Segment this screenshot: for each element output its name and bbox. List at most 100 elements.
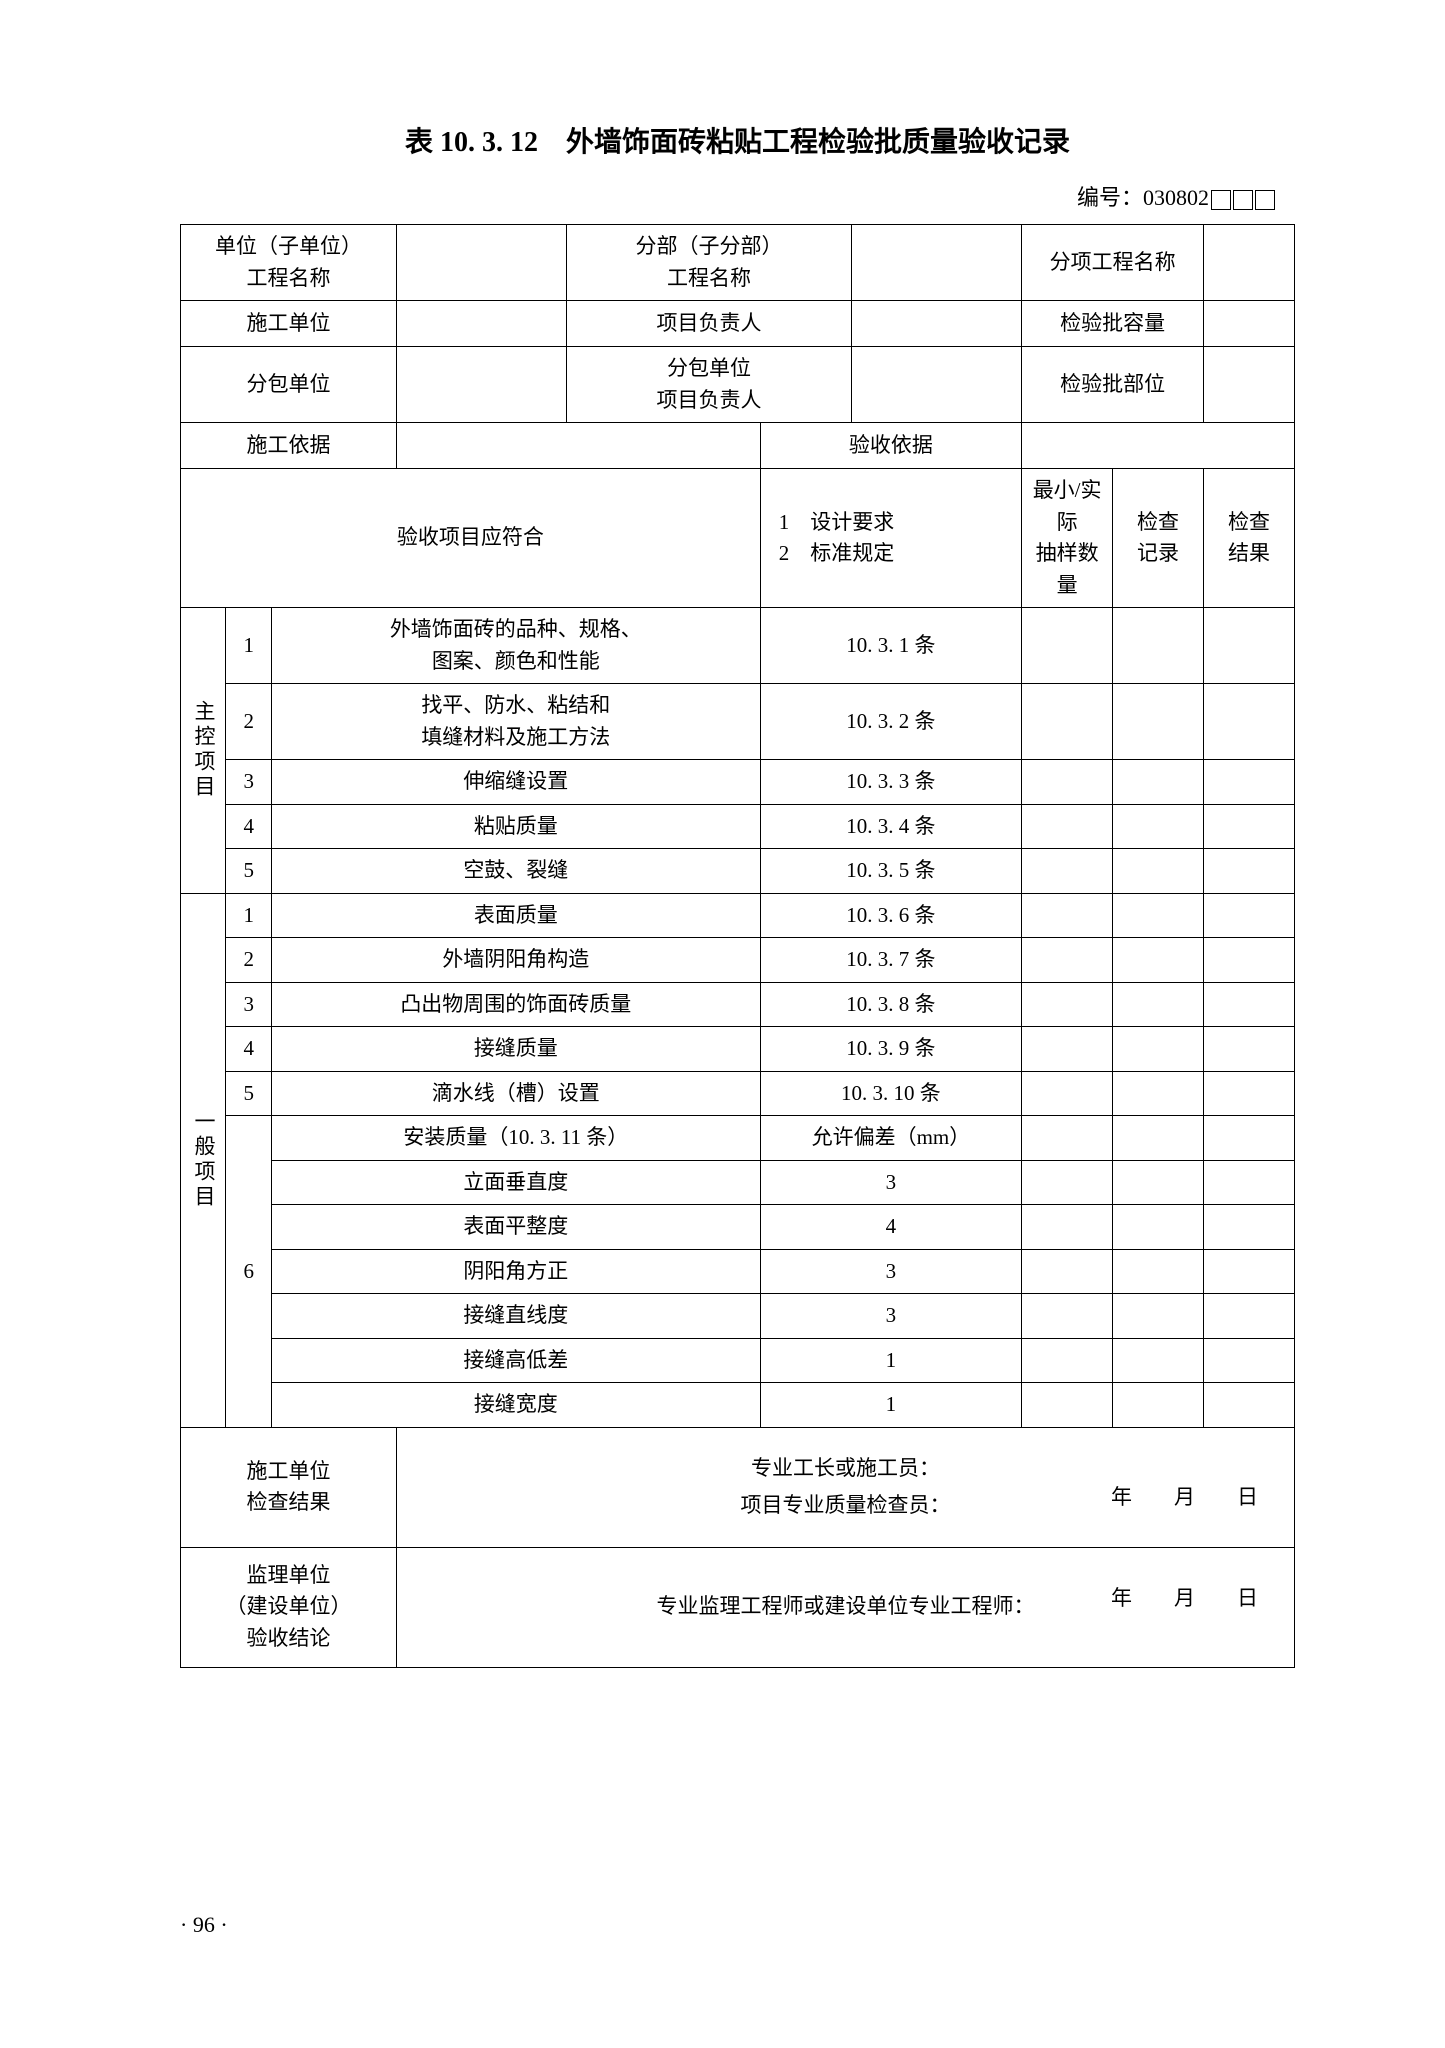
sig2-line1: 专业监理工程师或建设单位专业工程师：: [656, 1591, 1034, 1623]
cell-blank: [1022, 1205, 1113, 1250]
cell-blank: [1022, 684, 1113, 760]
cell-blank: [1204, 804, 1295, 849]
row-ref: 10. 3. 6 条: [760, 893, 1021, 938]
inspection-table: 单位（子单位） 工程名称 分部（子分部） 工程名称 分项工程名称 施工单位 项目…: [180, 224, 1295, 1668]
cell-blank: [1113, 1294, 1204, 1339]
row-val: 4: [760, 1205, 1021, 1250]
cell-blank: [1113, 760, 1204, 805]
hdr-basis-construction: 施工依据: [181, 423, 397, 469]
criteria-col5: 检查 结果: [1204, 469, 1295, 608]
sig1-line2: 项目专业质量检查员：: [740, 1490, 950, 1522]
sig2-date: 年 月 日: [1111, 1583, 1258, 1615]
cell-blank: [1113, 1027, 1204, 1072]
cell-blank: [1204, 893, 1295, 938]
cell-blank: [1022, 1027, 1113, 1072]
cell-blank: [1022, 1116, 1113, 1161]
cell-blank: [1022, 938, 1113, 983]
cell-blank: [1113, 938, 1204, 983]
cell-blank: [1022, 1338, 1113, 1383]
cell-blank: [1113, 1116, 1204, 1161]
row-ref: 10. 3. 2 条: [760, 684, 1021, 760]
row-num: 2: [226, 938, 271, 983]
criteria-label: 验收项目应符合: [181, 469, 761, 608]
cell-blank: [1204, 1071, 1295, 1116]
general-label: 一般项目: [181, 893, 226, 1427]
cell-blank: [1204, 1249, 1295, 1294]
number-box: [1255, 190, 1275, 210]
row-ref: 10. 3. 5 条: [760, 849, 1021, 894]
hdr-pm: 项目负责人: [567, 301, 851, 347]
hdr-contractor: 施工单位: [181, 301, 397, 347]
cell-blank: [1022, 982, 1113, 1027]
row-num: 1: [226, 893, 271, 938]
row-name: 滴水线（槽）设置: [271, 1071, 760, 1116]
cell-blank: [1022, 1249, 1113, 1294]
row-name: 阴阳角方正: [271, 1249, 760, 1294]
criteria-col4a: 检查: [1119, 507, 1197, 539]
cell-blank: [1204, 1205, 1295, 1250]
criteria-col4: 检查 记录: [1113, 469, 1204, 608]
cell-blank: [1022, 804, 1113, 849]
cell-blank: [1204, 760, 1295, 805]
hdr-batch-part: 检验批部位: [1022, 347, 1204, 423]
cell-blank: [396, 423, 760, 469]
cell-blank: [851, 301, 1022, 347]
row-num: 4: [226, 1027, 271, 1072]
cell-blank: [1022, 1383, 1113, 1428]
criteria-col2: 1 设计要求 2 标准规定: [760, 469, 1021, 608]
row-name: 接缝质量: [271, 1027, 760, 1072]
cell-blank: [851, 347, 1022, 423]
row-ref: 10. 3. 10 条: [760, 1071, 1021, 1116]
row-ref: 10. 3. 4 条: [760, 804, 1021, 849]
cell-blank: [1022, 608, 1113, 684]
hdr-basis-acceptance: 验收依据: [760, 423, 1021, 469]
cell-blank: [1113, 1338, 1204, 1383]
hdr-sub-pm: 分包单位 项目负责人: [567, 347, 851, 423]
cell-blank: [1204, 225, 1295, 301]
criteria-col3: 最小/实际 抽样数量: [1022, 469, 1113, 608]
cell-blank: [1204, 608, 1295, 684]
row-name: 表面质量: [271, 893, 760, 938]
cell-blank: [1113, 893, 1204, 938]
cell-blank: [851, 225, 1022, 301]
row-val: 3: [760, 1294, 1021, 1339]
criteria-col5b: 结果: [1210, 538, 1288, 570]
cell-blank: [396, 347, 567, 423]
criteria-col4b: 记录: [1119, 538, 1197, 570]
criteria-col2a: 1 设计要求: [767, 507, 1015, 539]
cell-blank: [1022, 423, 1295, 469]
row-num: 5: [226, 849, 271, 894]
criteria-col3b: 抽样数量: [1028, 538, 1106, 601]
cell-blank: [1204, 849, 1295, 894]
cell-blank: [1022, 1294, 1113, 1339]
cell-blank: [1022, 1071, 1113, 1116]
doc-number-label: 编号：030802: [1077, 185, 1209, 210]
row-name: 空鼓、裂缝: [271, 849, 760, 894]
row-val: 3: [760, 1160, 1021, 1205]
cell-blank: [1204, 1294, 1295, 1339]
cell-blank: [1113, 804, 1204, 849]
row-ref: 10. 3. 3 条: [760, 760, 1021, 805]
row-num: 4: [226, 804, 271, 849]
cell-blank: [1113, 849, 1204, 894]
sig1-label: 施工单位 检查结果: [181, 1427, 397, 1547]
page-number: · 96 ·: [180, 1912, 228, 1938]
number-box: [1233, 190, 1253, 210]
criteria-col5a: 检查: [1210, 507, 1288, 539]
cell-blank: [1204, 1160, 1295, 1205]
row-name: 立面垂直度: [271, 1160, 760, 1205]
cell-blank: [1113, 608, 1204, 684]
row-name: 表面平整度: [271, 1205, 760, 1250]
criteria-col3a: 最小/实际: [1028, 475, 1106, 538]
cell-blank: [1204, 1116, 1295, 1161]
sig2-content: 专业监理工程师或建设单位专业工程师： 年 月 日: [396, 1547, 1294, 1667]
row-ref: 10. 3. 9 条: [760, 1027, 1021, 1072]
cell-blank: [1113, 1383, 1204, 1428]
row-name: 外墙饰面砖的品种、规格、 图案、颜色和性能: [271, 608, 760, 684]
hdr-subcontractor: 分包单位: [181, 347, 397, 423]
cell-blank: [1204, 982, 1295, 1027]
cell-blank: [1204, 684, 1295, 760]
row-num: 1: [226, 608, 271, 684]
cell-blank: [1022, 760, 1113, 805]
row-num: 5: [226, 1071, 271, 1116]
